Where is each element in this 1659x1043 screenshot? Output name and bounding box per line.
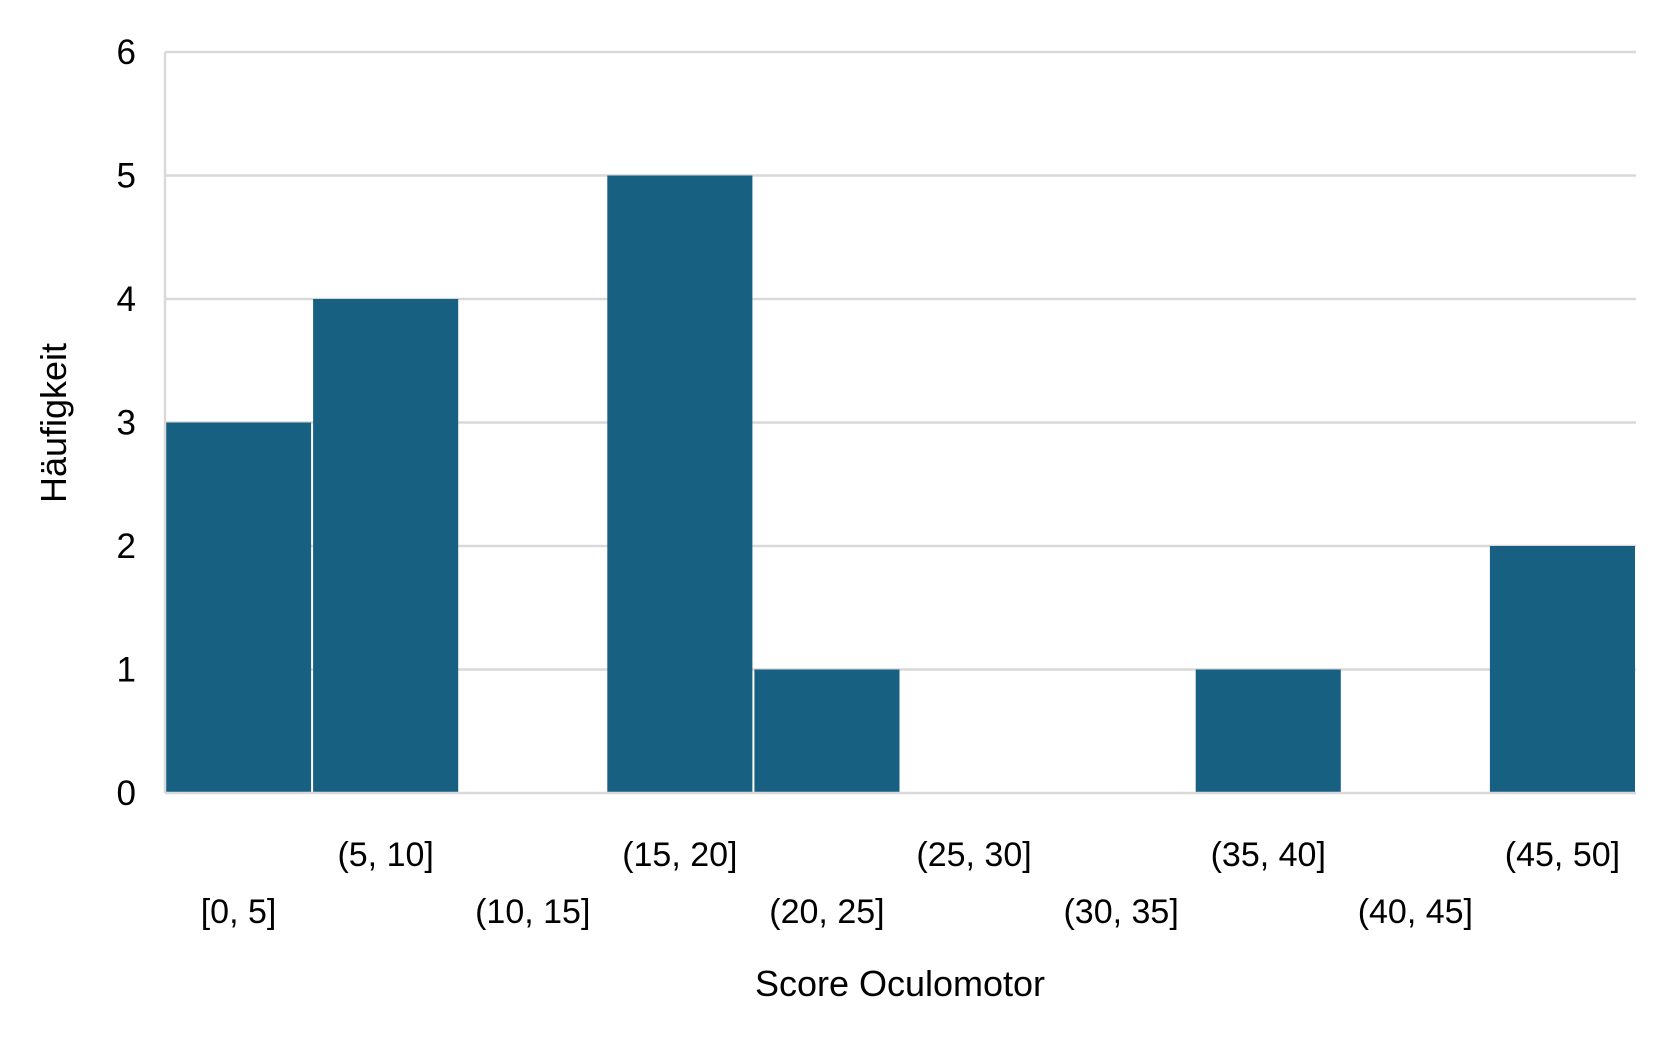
- axes: [163, 52, 1636, 795]
- x-category-label: (25, 30]: [916, 836, 1031, 874]
- y-tick-label: 0: [117, 774, 136, 813]
- x-category-label: (45, 50]: [1505, 836, 1620, 874]
- bars: [166, 175, 1635, 793]
- x-category-label: (40, 45]: [1358, 893, 1473, 931]
- x-axis-title: Score Oculomotor: [755, 963, 1045, 1004]
- x-category-label: (5, 10]: [337, 836, 433, 874]
- x-category-label: (15, 20]: [622, 836, 737, 874]
- bar: [166, 422, 312, 793]
- bar: [313, 299, 459, 793]
- y-axis-title: Häufigkeit: [33, 343, 74, 503]
- y-tick-labels: 0 1 2 3 4 5 6: [117, 33, 136, 813]
- y-tick-label: 3: [117, 404, 136, 443]
- x-category-label: [0, 5]: [201, 893, 277, 931]
- bar: [607, 175, 753, 793]
- y-tick-label: 2: [117, 527, 136, 566]
- x-category-label: (20, 25]: [769, 893, 884, 931]
- bar: [754, 669, 900, 793]
- bar: [1489, 546, 1635, 793]
- x-category-labels: [0, 5] (5, 10] (10, 15] (15, 20] (20, 25] (25…: [201, 836, 1620, 931]
- bar: [1195, 669, 1341, 793]
- y-tick-label: 1: [117, 651, 136, 690]
- x-category-label: (35, 40]: [1211, 836, 1326, 874]
- y-tick-label: 4: [117, 280, 136, 319]
- x-category-label: (30, 35]: [1063, 893, 1178, 931]
- y-tick-label: 5: [117, 157, 136, 196]
- x-category-label: (10, 15]: [475, 893, 590, 931]
- y-tick-label: 6: [117, 33, 136, 72]
